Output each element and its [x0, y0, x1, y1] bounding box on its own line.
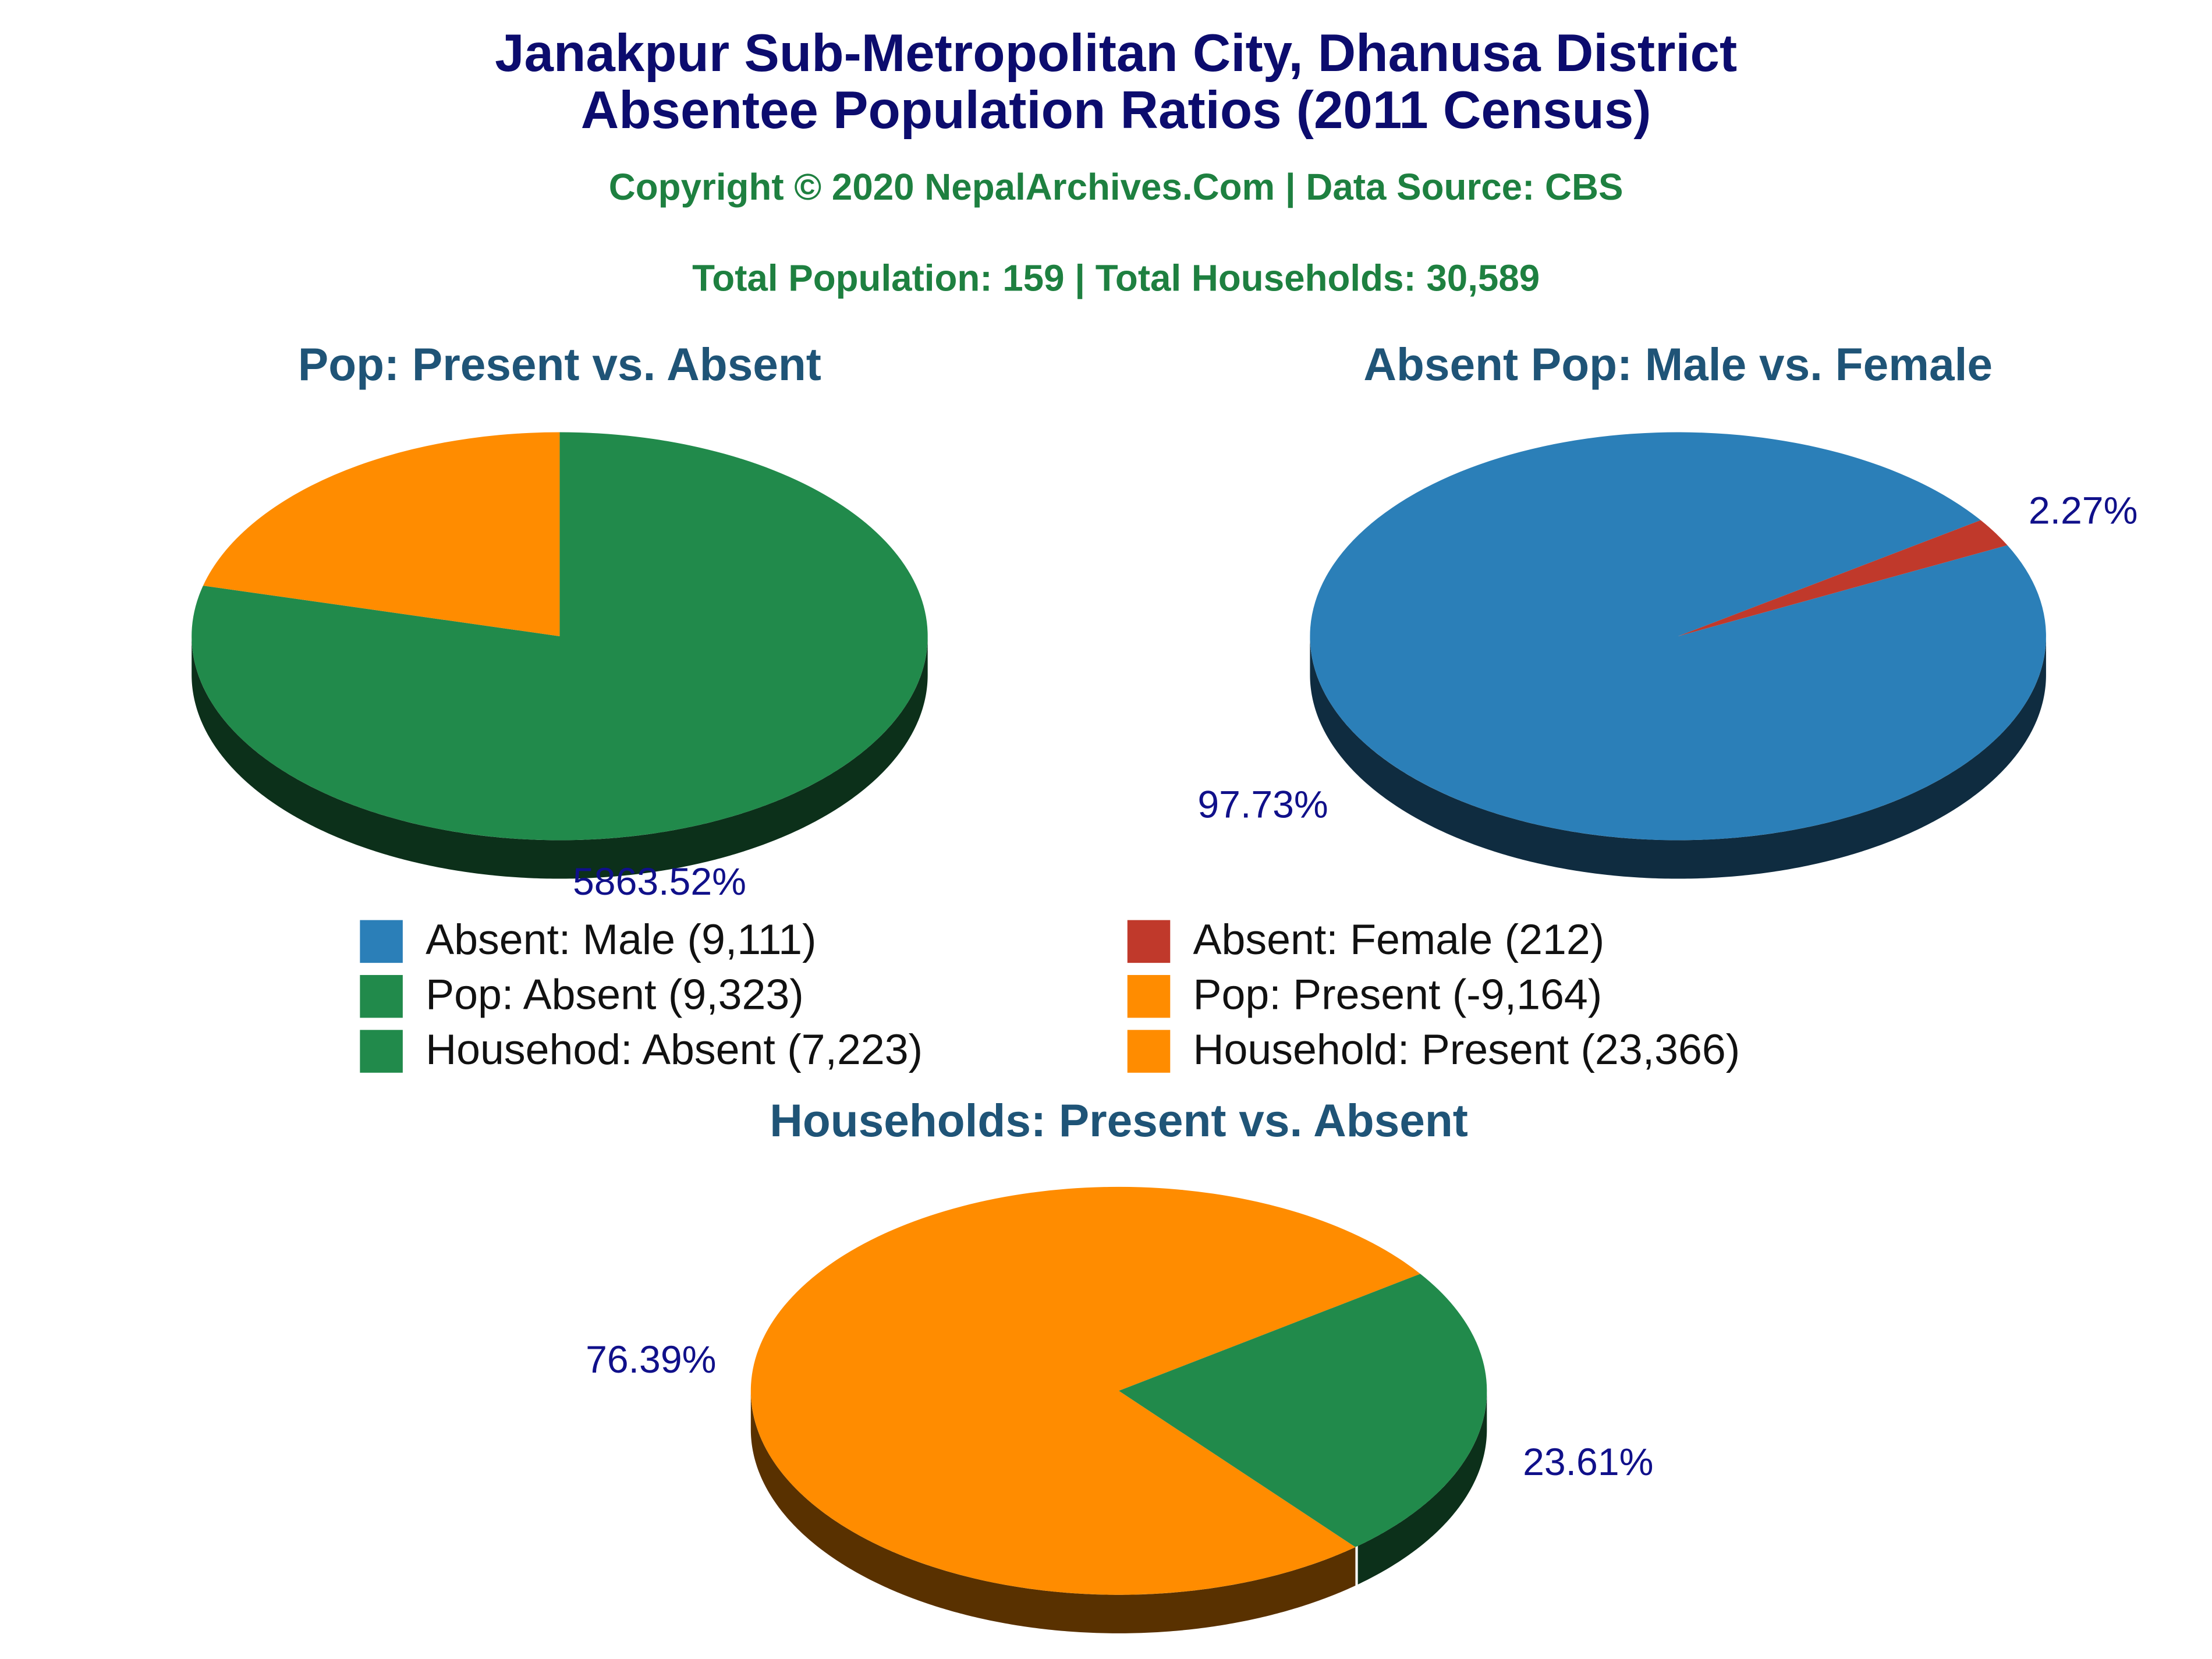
- data-label: 5863.52%: [573, 860, 746, 903]
- copyright: Copyright © 2020 NepalArchives.Com | Dat…: [609, 166, 1623, 208]
- legend-label: Pop: Present (-9,164): [1193, 970, 1602, 1019]
- pie-side: [192, 636, 928, 879]
- pie-slice: [1119, 1274, 1487, 1547]
- pie-title: Pop: Present vs. Absent: [298, 339, 821, 390]
- legend-label: Absent: Male (9,111): [426, 915, 816, 963]
- pie-side: [1357, 1391, 1487, 1584]
- legend-label: Absent: Female (212): [1193, 915, 1604, 963]
- legend-swatch: [1127, 1030, 1171, 1073]
- legend-label: Household: Present (23,366): [1193, 1025, 1740, 1073]
- totals: Total Population: 159 | Total Households…: [692, 257, 1540, 299]
- legend-label: Pop: Absent (9,323): [426, 970, 804, 1019]
- pie-slice: [203, 432, 560, 636]
- chart-title: Janakpur Sub-Metropolitan City, Dhanusa …: [495, 24, 1737, 83]
- legend-swatch: [360, 920, 403, 963]
- legend-swatch: [1127, 974, 1171, 1018]
- pie-side: [1310, 636, 2046, 879]
- legend-label: Househod: Absent (7,223): [426, 1025, 923, 1073]
- data-label: 2.27%: [2029, 490, 2138, 533]
- pie-slice: [750, 1186, 1420, 1595]
- legend-swatch: [1127, 920, 1171, 963]
- pie-title: Absent Pop: Male vs. Female: [1363, 339, 1993, 390]
- pie-title: Households: Present vs. Absent: [770, 1095, 1468, 1146]
- data-label: 23.61%: [1523, 1441, 1653, 1484]
- pie-slice: [1678, 520, 2008, 636]
- data-label: 97.73%: [1197, 784, 1328, 827]
- legend-swatch: [360, 974, 403, 1018]
- pie-side: [750, 1391, 1356, 1633]
- legend-swatch: [360, 1030, 403, 1073]
- chart-subtitle: Absentee Population Ratios (2011 Census): [581, 81, 1651, 140]
- pie-slice: [1310, 432, 2046, 841]
- data-label: 76.39%: [586, 1338, 716, 1381]
